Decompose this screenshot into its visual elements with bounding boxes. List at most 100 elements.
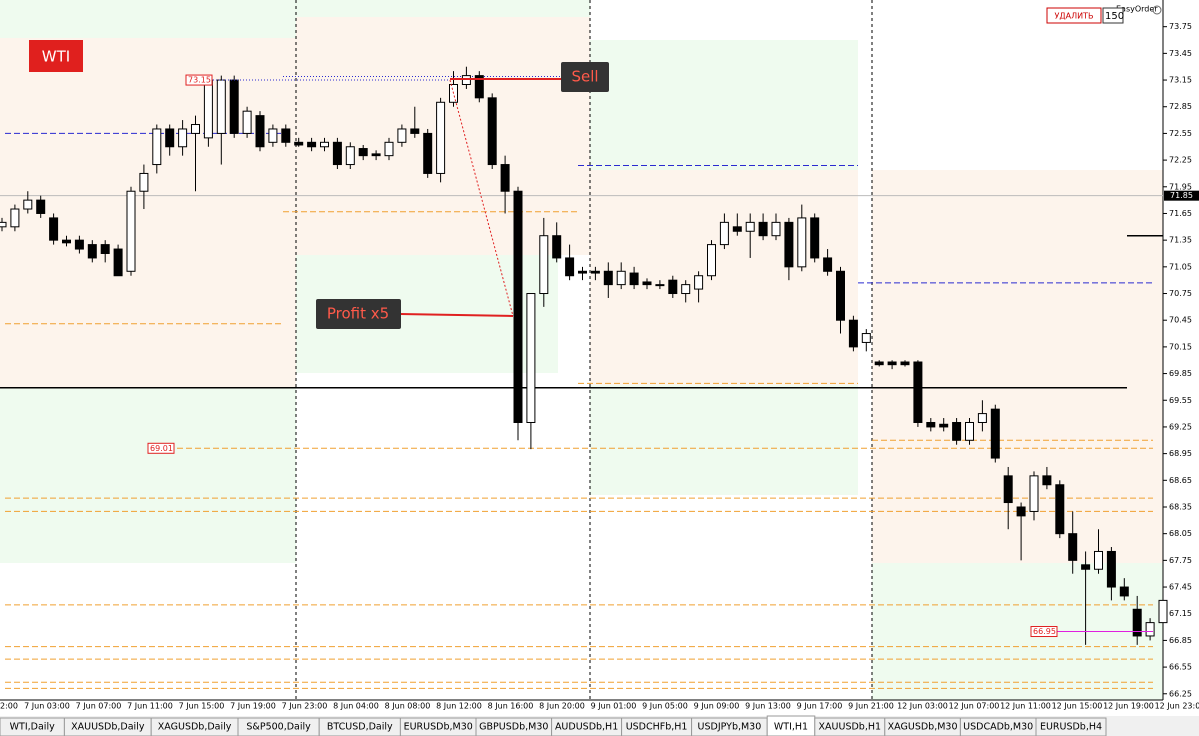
lot-value[interactable]: 150 (1105, 11, 1124, 22)
candle-body (629, 272, 639, 286)
y-tick-label: 67.45 (1169, 583, 1192, 592)
x-tick-label: 9 Jun 13:00 (745, 702, 791, 711)
x-tick-label: 12 Jun 03:00 (897, 702, 948, 711)
x-tick-label: 12 Jun 15:00 (1052, 702, 1103, 711)
candle-body (49, 217, 59, 241)
x-tick-label: 12 Jun 07:00 (949, 702, 1000, 711)
candle-body (74, 239, 84, 250)
y-tick-label: 71.95 (1169, 182, 1192, 191)
candle-body (913, 361, 923, 423)
y-tick-label: 70.75 (1169, 289, 1192, 298)
candle-body (10, 208, 20, 228)
candle-body (758, 221, 768, 237)
candle-body (642, 281, 652, 286)
candle-body (1158, 599, 1168, 624)
price-tag (1030, 626, 1058, 638)
tab-label[interactable]: BTCUSD,Daily (327, 722, 393, 733)
candle-body (1016, 506, 1026, 517)
candle-body (62, 239, 71, 244)
candle-body (255, 115, 265, 148)
y-tick-label: 73.15 (1169, 76, 1192, 85)
candle-body (836, 270, 845, 321)
candle-body (203, 79, 213, 139)
candle-body (578, 270, 587, 274)
sell-label: Sell (571, 68, 598, 86)
tab[interactable] (1035, 717, 1107, 736)
candle-body (36, 199, 46, 214)
delete-button[interactable] (1046, 7, 1102, 24)
y-tick-label: 66.85 (1169, 636, 1192, 645)
candle-body (423, 132, 433, 174)
tab-label[interactable]: USDCHFb,H1 (626, 722, 688, 733)
tab-label[interactable]: S&P500,Daily (246, 722, 311, 733)
y-tick-label: 68.05 (1169, 529, 1192, 538)
bid-label: 71.85 (1170, 191, 1193, 200)
x-tick-label: 7 Jun 03:00 (24, 702, 70, 711)
tab-label[interactable]: GBPUSDb,M30 (479, 722, 548, 733)
candle-body (152, 128, 162, 166)
candle-body (513, 190, 523, 423)
candle-body (1055, 484, 1065, 535)
y-tick-label: 69.25 (1169, 422, 1192, 431)
symbol-box (29, 40, 83, 72)
candle-body (178, 128, 188, 148)
candle-body (113, 248, 123, 277)
candle-body (590, 270, 600, 274)
candle-body (345, 146, 355, 166)
x-tick-label: 7 Jun 15:00 (179, 702, 225, 711)
price-tag (185, 74, 213, 86)
y-tick-label: 71.65 (1169, 209, 1192, 218)
tab-label[interactable]: WTI,Daily (10, 722, 55, 733)
candle-body (100, 244, 110, 254)
profit-label: Profit x5 (327, 305, 389, 323)
candle-body (165, 128, 175, 148)
delete-label[interactable]: УДАЛИТЬ (1055, 12, 1094, 21)
x-tick-label: 2:00 (0, 702, 18, 711)
tab-label[interactable]: USDJPYb,M30 (698, 722, 762, 733)
candle-body (23, 199, 33, 210)
candle-body (616, 270, 626, 286)
candle-body (965, 421, 974, 441)
symbol: WTI (42, 48, 70, 66)
candle-body (268, 128, 278, 143)
candle-body (1068, 533, 1078, 561)
profit-pointer (399, 313, 514, 317)
tab-label[interactable]: XAGUSDb,Daily (158, 722, 232, 733)
candle-body (1106, 550, 1116, 588)
candle-body (681, 284, 691, 295)
price-tag-label: 73.15 (188, 76, 211, 85)
candle-body (1081, 564, 1091, 570)
tab-label[interactable]: USDCADb,M30 (963, 722, 1033, 733)
tab-label[interactable]: XAUUSDb,Daily (71, 722, 145, 733)
candle-body (139, 172, 149, 192)
lot-input[interactable] (1102, 7, 1124, 24)
y-tick-label: 66.25 (1169, 689, 1192, 698)
candle-body (771, 221, 781, 237)
candle-body (1119, 586, 1129, 597)
candle-body (539, 235, 549, 295)
tab-label[interactable]: XAUUSDb,H1 (819, 722, 882, 733)
candle-body (926, 421, 936, 428)
candle-body (952, 421, 962, 441)
candle-body (397, 128, 407, 143)
candle-body (707, 244, 716, 277)
candle-body (745, 221, 755, 232)
candle-body (565, 257, 575, 277)
tab-label[interactable]: AUDUSDb,H1 (555, 722, 618, 733)
y-tick-label: 70.45 (1169, 316, 1192, 325)
candle-body (977, 413, 987, 423)
candle-body (320, 141, 329, 148)
tab-label[interactable]: EURUSDb,H4 (1040, 722, 1102, 733)
tab-label[interactable]: XAGUSDb,M30 (888, 722, 958, 733)
candle-body (410, 128, 420, 134)
candle-body (474, 75, 484, 99)
candle-body (242, 110, 252, 134)
y-tick-label: 68.35 (1169, 502, 1192, 511)
y-tick-label: 71.05 (1169, 262, 1192, 271)
tab-label[interactable]: WTI,H1 (774, 722, 808, 733)
tab-label[interactable]: EURUSDb,M30 (404, 722, 473, 733)
candle-body (307, 141, 317, 148)
candle-body (900, 361, 910, 366)
close-panel[interactable] (1152, 5, 1162, 15)
